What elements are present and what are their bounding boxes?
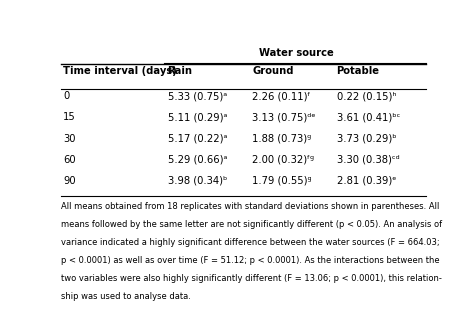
Text: 0.22 (0.15)ʰ: 0.22 (0.15)ʰ (337, 91, 396, 101)
Text: 30: 30 (63, 134, 75, 144)
Text: ship was used to analyse data.: ship was used to analyse data. (61, 292, 191, 301)
Text: 1.79 (0.55)ᵍ: 1.79 (0.55)ᵍ (252, 176, 312, 186)
Text: 3.98 (0.34)ᵇ: 3.98 (0.34)ᵇ (168, 176, 227, 186)
Text: 90: 90 (63, 176, 75, 186)
Text: Ground: Ground (252, 66, 293, 76)
Text: 60: 60 (63, 155, 75, 165)
Text: 3.13 (0.75)ᵈᵉ: 3.13 (0.75)ᵈᵉ (252, 112, 316, 122)
Text: 0: 0 (63, 91, 69, 101)
Text: 3.30 (0.38)ᶜᵈ: 3.30 (0.38)ᶜᵈ (337, 155, 400, 165)
Text: Water source: Water source (259, 48, 334, 58)
Text: Rain: Rain (168, 66, 192, 76)
Text: 2.00 (0.32)ᶠᵍ: 2.00 (0.32)ᶠᵍ (252, 155, 314, 165)
Text: 5.17 (0.22)ᵃ: 5.17 (0.22)ᵃ (168, 134, 227, 144)
Text: 3.73 (0.29)ᵇ: 3.73 (0.29)ᵇ (337, 134, 396, 144)
Text: 5.33 (0.75)ᵃ: 5.33 (0.75)ᵃ (168, 91, 227, 101)
Text: 5.11 (0.29)ᵃ: 5.11 (0.29)ᵃ (168, 112, 227, 122)
Text: variance indicated a highly significant difference between the water sources (F : variance indicated a highly significant … (61, 237, 440, 246)
Text: p < 0.0001) as well as over time (F = 51.12; p < 0.0001). As the interactions be: p < 0.0001) as well as over time (F = 51… (61, 256, 440, 265)
Text: 2.26 (0.11)ᶠ: 2.26 (0.11)ᶠ (252, 91, 310, 101)
Text: All means obtained from 18 replicates with standard deviations shown in parenthe: All means obtained from 18 replicates wi… (61, 202, 439, 211)
Text: Time interval (days): Time interval (days) (63, 66, 177, 76)
Text: 1.88 (0.73)ᵍ: 1.88 (0.73)ᵍ (252, 134, 311, 144)
Text: 5.29 (0.66)ᵃ: 5.29 (0.66)ᵃ (168, 155, 227, 165)
Text: Potable: Potable (337, 66, 380, 76)
Text: 3.61 (0.41)ᵇᶜ: 3.61 (0.41)ᵇᶜ (337, 112, 400, 122)
Text: two variables were also highly significantly different (F = 13.06; p < 0.0001), : two variables were also highly significa… (61, 274, 442, 283)
Text: 15: 15 (63, 112, 76, 122)
Text: means followed by the same letter are not significantly different (p < 0.05). An: means followed by the same letter are no… (61, 220, 442, 229)
Text: 2.81 (0.39)ᵉ: 2.81 (0.39)ᵉ (337, 176, 396, 186)
